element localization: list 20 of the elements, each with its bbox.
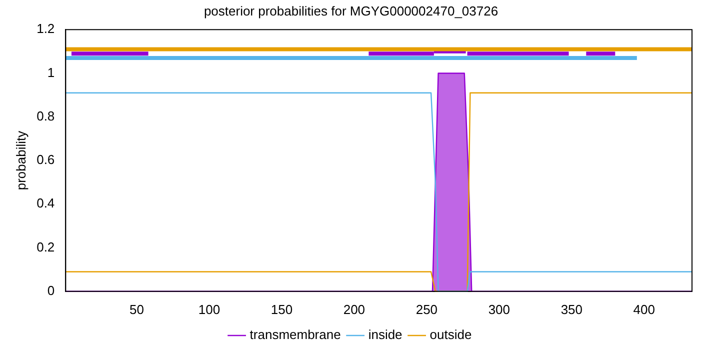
y-tick-label: 0	[47, 282, 55, 298]
x-tick-label: 400	[633, 302, 656, 317]
x-tick-label: 300	[488, 302, 510, 317]
y-axis-title: probability	[13, 130, 28, 190]
y-tick-label: 1.2	[36, 21, 55, 36]
legend-label: outside	[430, 327, 472, 342]
x-tick-label: 350	[560, 302, 583, 317]
chart-title: posterior probabilities for MGYG000002470_03726	[204, 3, 498, 18]
legend-label: inside	[368, 327, 402, 342]
y-tick-label: 0.2	[36, 239, 55, 254]
x-tick-label: 100	[198, 302, 220, 317]
y-tick-label: 0.4	[36, 196, 55, 211]
y-tick-label: 0.6	[36, 152, 55, 168]
x-tick-label: 200	[343, 302, 366, 317]
y-tick-label: 0.8	[36, 108, 55, 124]
x-tick-label: 150	[270, 302, 293, 317]
legend-label: transmembrane	[250, 327, 341, 342]
y-tick-label: 1	[47, 64, 55, 80]
x-tick-label: 50	[129, 302, 144, 317]
x-tick-label: 250	[416, 302, 438, 317]
